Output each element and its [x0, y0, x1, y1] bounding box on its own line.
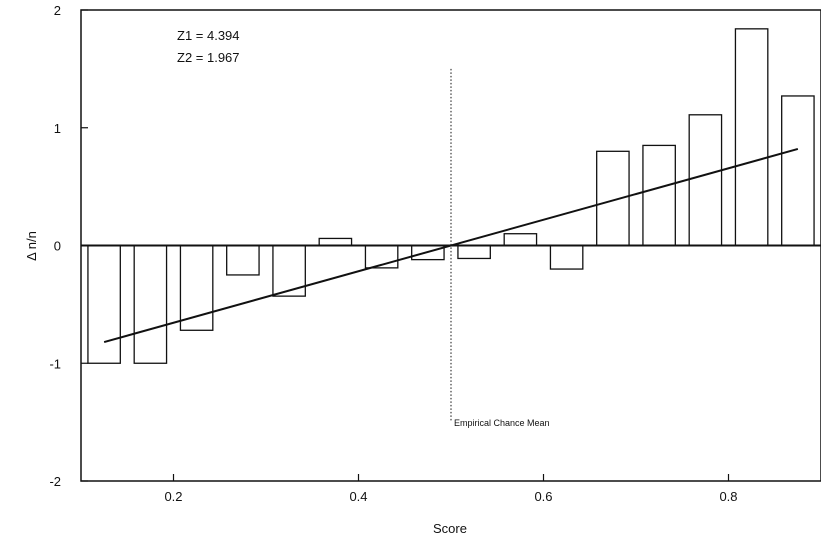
- y-tick-label: -1: [49, 356, 61, 371]
- bar: [688, 114, 723, 247]
- x-axis-title: Score: [433, 521, 467, 536]
- bars: [87, 28, 815, 364]
- annotation-z1: Z1 = 4.394: [177, 28, 240, 43]
- y-axis: -2 -1 0 1 2: [49, 3, 88, 489]
- y-tick-label: 1: [54, 121, 61, 136]
- bar: [179, 244, 214, 331]
- reference-line-label: Empirical Chance Mean: [454, 418, 550, 428]
- bar: [318, 237, 353, 247]
- bar: [133, 244, 168, 364]
- fit-layer: [103, 147, 799, 344]
- bar: [457, 244, 491, 260]
- bar: [596, 150, 630, 247]
- bar: [642, 144, 676, 247]
- fit-line: [103, 147, 799, 344]
- x-tick-label: 0.2: [164, 489, 182, 504]
- bar: [781, 95, 815, 247]
- y-axis-title: Δ n/n: [24, 231, 39, 261]
- y-tick-label: -2: [49, 474, 61, 489]
- x-tick-label: 0.6: [534, 489, 552, 504]
- bar: [87, 244, 121, 364]
- bar: [734, 28, 769, 247]
- y-tick-label: 2: [54, 3, 61, 18]
- bar: [503, 233, 538, 247]
- x-tick-label: 0.4: [349, 489, 367, 504]
- bar: [226, 244, 260, 276]
- x-tick-label: 0.8: [719, 489, 737, 504]
- x-axis: 0.2 0.4 0.6 0.8: [164, 474, 738, 504]
- bar: [549, 244, 584, 270]
- annotation-z2: Z2 = 1.967: [177, 50, 240, 65]
- bar: [272, 244, 306, 297]
- y-tick-label: 0: [54, 239, 61, 254]
